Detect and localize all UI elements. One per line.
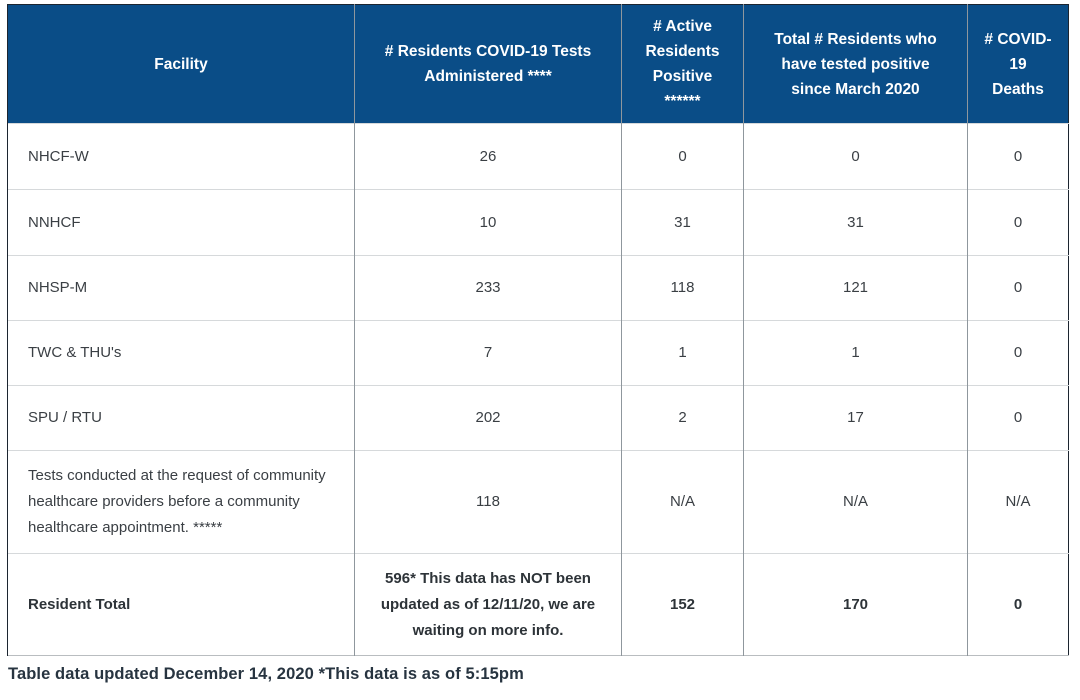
cell-total-positive: 17 (743, 385, 968, 451)
column-header-active-positive: # Active Residents Positive ****** (621, 4, 744, 124)
cell-facility: NHSP-M (7, 255, 355, 321)
cell-active-positive: 2 (621, 385, 744, 451)
cell-tests: 233 (354, 255, 622, 321)
column-header-total-positive: Total # Residents who have tested positi… (743, 4, 968, 124)
table-row: NHSP-M 233 118 121 0 (7, 255, 1069, 321)
cell-active-positive: 152 (621, 553, 744, 656)
cell-facility: Resident Total (7, 553, 355, 656)
column-header-tests-administered: # Residents COVID-19 Tests Administered … (354, 4, 622, 124)
cell-total-positive: 170 (743, 553, 968, 656)
cell-total-positive: 0 (743, 123, 968, 190)
cell-tests: 118 (354, 450, 622, 554)
table-row-resident-total: Resident Total 596* This data has NOT be… (7, 553, 1069, 656)
cell-total-positive: 121 (743, 255, 968, 321)
cell-tests: 7 (354, 320, 622, 386)
cell-tests: 10 (354, 189, 622, 256)
table-updated-caption: Table data updated December 14, 2020 *Th… (8, 665, 524, 683)
cell-facility: NHCF-W (7, 123, 355, 190)
cell-tests: 202 (354, 385, 622, 451)
table-row: NHCF-W 26 0 0 0 (7, 123, 1069, 190)
cell-active-positive: 31 (621, 189, 744, 256)
cell-deaths: 0 (967, 123, 1069, 190)
cell-facility: SPU / RTU (7, 385, 355, 451)
cell-deaths: 0 (967, 255, 1069, 321)
table-row-community-tests: Tests conducted at the request of commun… (7, 450, 1069, 554)
covid-facility-table: Facility # Residents COVID-19 Tests Admi… (7, 4, 1069, 656)
table-row: TWC & THU's 7 1 1 0 (7, 320, 1069, 386)
cell-facility: TWC & THU's (7, 320, 355, 386)
cell-deaths: N/A (967, 450, 1069, 554)
cell-deaths: 0 (967, 553, 1069, 656)
cell-facility: Tests conducted at the request of commun… (7, 450, 355, 554)
cell-active-positive: 1 (621, 320, 744, 386)
cell-deaths: 0 (967, 385, 1069, 451)
cell-facility: NNHCF (7, 189, 355, 256)
cell-active-positive: 118 (621, 255, 744, 321)
table-row: NNHCF 10 31 31 0 (7, 189, 1069, 256)
table-row: SPU / RTU 202 2 17 0 (7, 385, 1069, 451)
cell-deaths: 0 (967, 320, 1069, 386)
cell-tests: 26 (354, 123, 622, 190)
column-header-facility: Facility (7, 4, 355, 124)
table-header-row: Facility # Residents COVID-19 Tests Admi… (7, 4, 1069, 124)
cell-deaths: 0 (967, 189, 1069, 256)
cell-active-positive: 0 (621, 123, 744, 190)
cell-total-positive: 1 (743, 320, 968, 386)
cell-total-positive: 31 (743, 189, 968, 256)
column-header-covid-deaths: # COVID- 19 Deaths (967, 4, 1069, 124)
cell-active-positive: N/A (621, 450, 744, 554)
cell-total-positive: N/A (743, 450, 968, 554)
cell-tests: 596* This data has NOT been updated as o… (354, 553, 622, 656)
